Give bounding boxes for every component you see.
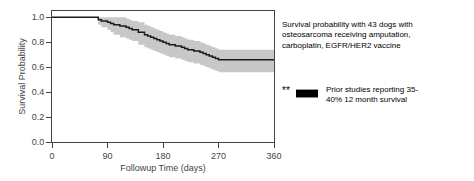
svg-text:0.0: 0.0 [32, 137, 45, 147]
svg-text:Prior studies reporting 35-40%: Prior studies reporting 35-40% 12 month … [326, 85, 418, 104]
svg-text:180: 180 [155, 151, 170, 161]
svg-text:0: 0 [49, 151, 54, 161]
svg-text:90: 90 [102, 151, 112, 161]
svg-text:1.0: 1.0 [32, 12, 45, 22]
svg-text:0.2: 0.2 [32, 112, 45, 122]
svg-text:360: 360 [266, 151, 281, 161]
svg-text:0.4: 0.4 [32, 87, 45, 97]
svg-text:**: ** [282, 85, 290, 96]
svg-text:0.6: 0.6 [32, 62, 45, 72]
svg-text:270: 270 [211, 151, 226, 161]
svg-text:0.8: 0.8 [32, 37, 45, 47]
svg-text:Survival probability with 43 d: Survival probability with 43 dogs withos… [282, 20, 413, 50]
svg-text:Followup Time (days): Followup Time (days) [120, 163, 206, 173]
svg-text:Survival Probability: Survival Probability [17, 38, 27, 115]
